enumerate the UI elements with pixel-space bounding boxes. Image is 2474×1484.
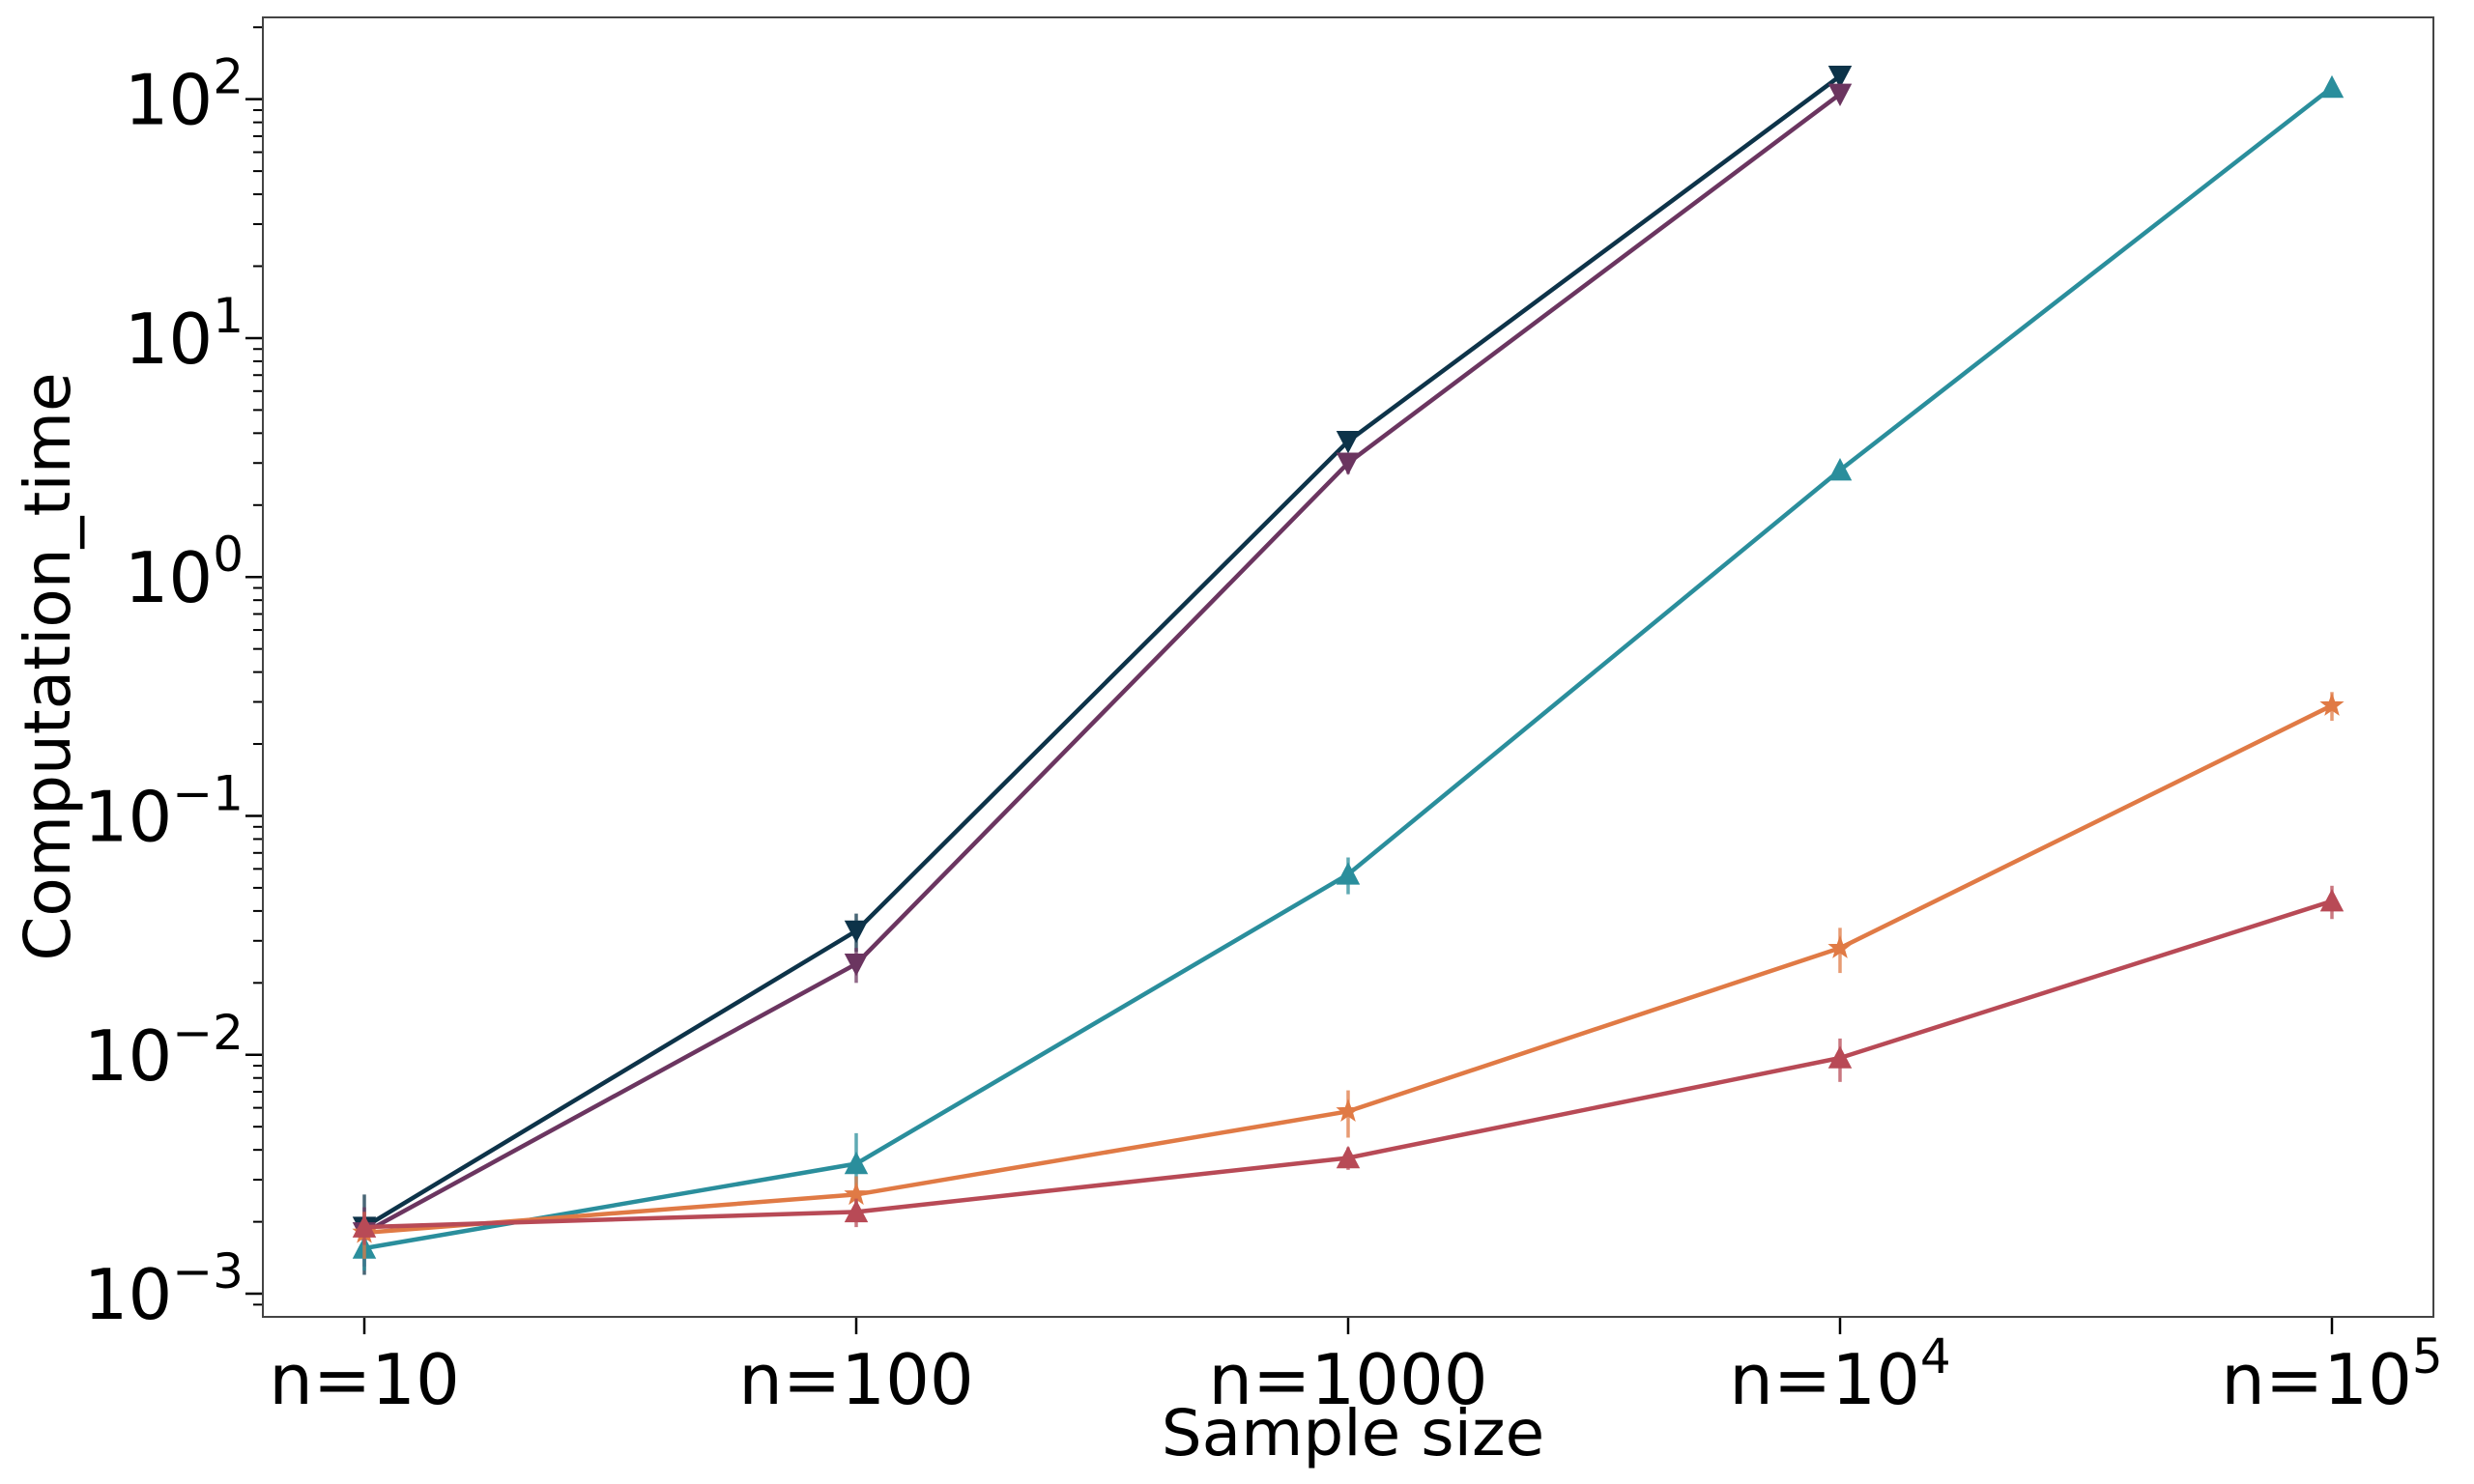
data-point — [1827, 1045, 1853, 1069]
data-point — [1827, 934, 1853, 958]
x-tick-label-base: n=10 — [269, 1339, 460, 1420]
y-tick-label-base: 10 — [84, 776, 173, 857]
data-point — [844, 1151, 869, 1175]
x-axis-ticks: n=10 n=100 n=1000 n=104 n=105 — [269, 1317, 2443, 1420]
series-line — [362, 73, 1842, 1230]
data-point — [352, 1214, 377, 1238]
data-point — [1336, 1099, 1361, 1122]
y-tick-label: 101 — [125, 288, 244, 380]
x-axis-label: Sample size — [1162, 1396, 1544, 1470]
y-tick-label-exponent: −1 — [172, 765, 244, 821]
data-point — [1336, 1145, 1361, 1169]
x-tick-label-base: n=100 — [738, 1339, 973, 1420]
data-point — [2319, 692, 2345, 716]
x-tick-label: n=10 — [269, 1339, 460, 1420]
y-tick-label: 10−2 — [84, 1005, 244, 1097]
data-point — [1827, 458, 1853, 481]
y-minor-ticks — [253, 26, 263, 1306]
y-tick-label: 10−1 — [84, 765, 244, 857]
y-tick-label-base: 10 — [125, 299, 214, 380]
data-point — [1336, 452, 1361, 475]
y-axis-label: Computation_time — [11, 372, 85, 960]
data-point — [1827, 83, 1853, 107]
x-tick-label: n=105 — [2221, 1328, 2442, 1420]
series-line — [362, 92, 1842, 1235]
x-tick-label-exponent: 4 — [1920, 1328, 1951, 1384]
data-point — [844, 1199, 869, 1223]
y-tick-label-exponent: 2 — [213, 49, 244, 105]
data-point — [1336, 862, 1361, 885]
y-tick-label-exponent: −3 — [172, 1243, 244, 1299]
y-tick-label-exponent: 0 — [213, 527, 244, 583]
x-tick-label-exponent: 5 — [2412, 1328, 2443, 1384]
data-point — [844, 953, 869, 977]
plot-frame — [262, 16, 2434, 1318]
y-tick-label: 100 — [125, 527, 244, 618]
x-tick-label: n=100 — [738, 1339, 973, 1420]
data-point — [1827, 65, 1853, 89]
series-group — [352, 65, 2345, 1275]
data-point — [2319, 74, 2345, 99]
y-tick-label-base: 10 — [125, 537, 214, 618]
series-5 — [352, 885, 2345, 1245]
x-tick-label-base: n=1000 — [1208, 1339, 1487, 1420]
y-tick-label-base: 10 — [84, 1015, 173, 1097]
y-tick-label-base: 10 — [125, 60, 214, 141]
y-tick-label-base: 10 — [84, 1254, 173, 1335]
y-tick-label: 102 — [125, 49, 244, 141]
y-tick-label-exponent: −2 — [172, 1005, 244, 1061]
x-tick-label: n=104 — [1729, 1328, 1950, 1420]
x-tick-label-base: n=10 — [2221, 1339, 2412, 1420]
x-tick-label-base: n=10 — [1729, 1339, 1920, 1420]
x-tick-label: n=1000 — [1208, 1339, 1487, 1420]
y-tick-label-exponent: 1 — [213, 288, 244, 344]
data-point — [2319, 889, 2345, 912]
data-point — [844, 920, 869, 944]
data-point — [1336, 430, 1361, 454]
y-tick-label: 10−3 — [84, 1243, 244, 1335]
